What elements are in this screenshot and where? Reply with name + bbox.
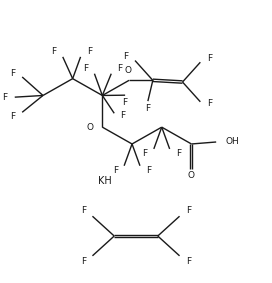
- Text: F: F: [176, 149, 181, 158]
- Text: F: F: [118, 64, 123, 73]
- Text: F: F: [87, 48, 92, 56]
- Text: F: F: [83, 64, 88, 73]
- Text: F: F: [146, 166, 152, 175]
- Text: F: F: [51, 48, 56, 56]
- Text: F: F: [123, 52, 129, 61]
- Text: F: F: [186, 206, 191, 215]
- Text: F: F: [120, 111, 126, 120]
- Text: KH: KH: [98, 175, 112, 186]
- Text: F: F: [142, 149, 147, 158]
- Text: O: O: [188, 171, 195, 180]
- Text: O: O: [87, 123, 94, 132]
- Text: F: F: [207, 54, 212, 63]
- Text: F: F: [123, 98, 128, 107]
- Text: F: F: [145, 104, 150, 113]
- Text: O: O: [125, 66, 132, 75]
- Text: F: F: [113, 166, 118, 175]
- Text: F: F: [2, 93, 7, 102]
- Text: F: F: [207, 99, 212, 108]
- Text: F: F: [10, 112, 15, 121]
- Text: F: F: [81, 257, 86, 266]
- Text: F: F: [186, 257, 191, 266]
- Text: OH: OH: [225, 138, 239, 147]
- Text: F: F: [81, 206, 86, 215]
- Text: F: F: [10, 68, 15, 78]
